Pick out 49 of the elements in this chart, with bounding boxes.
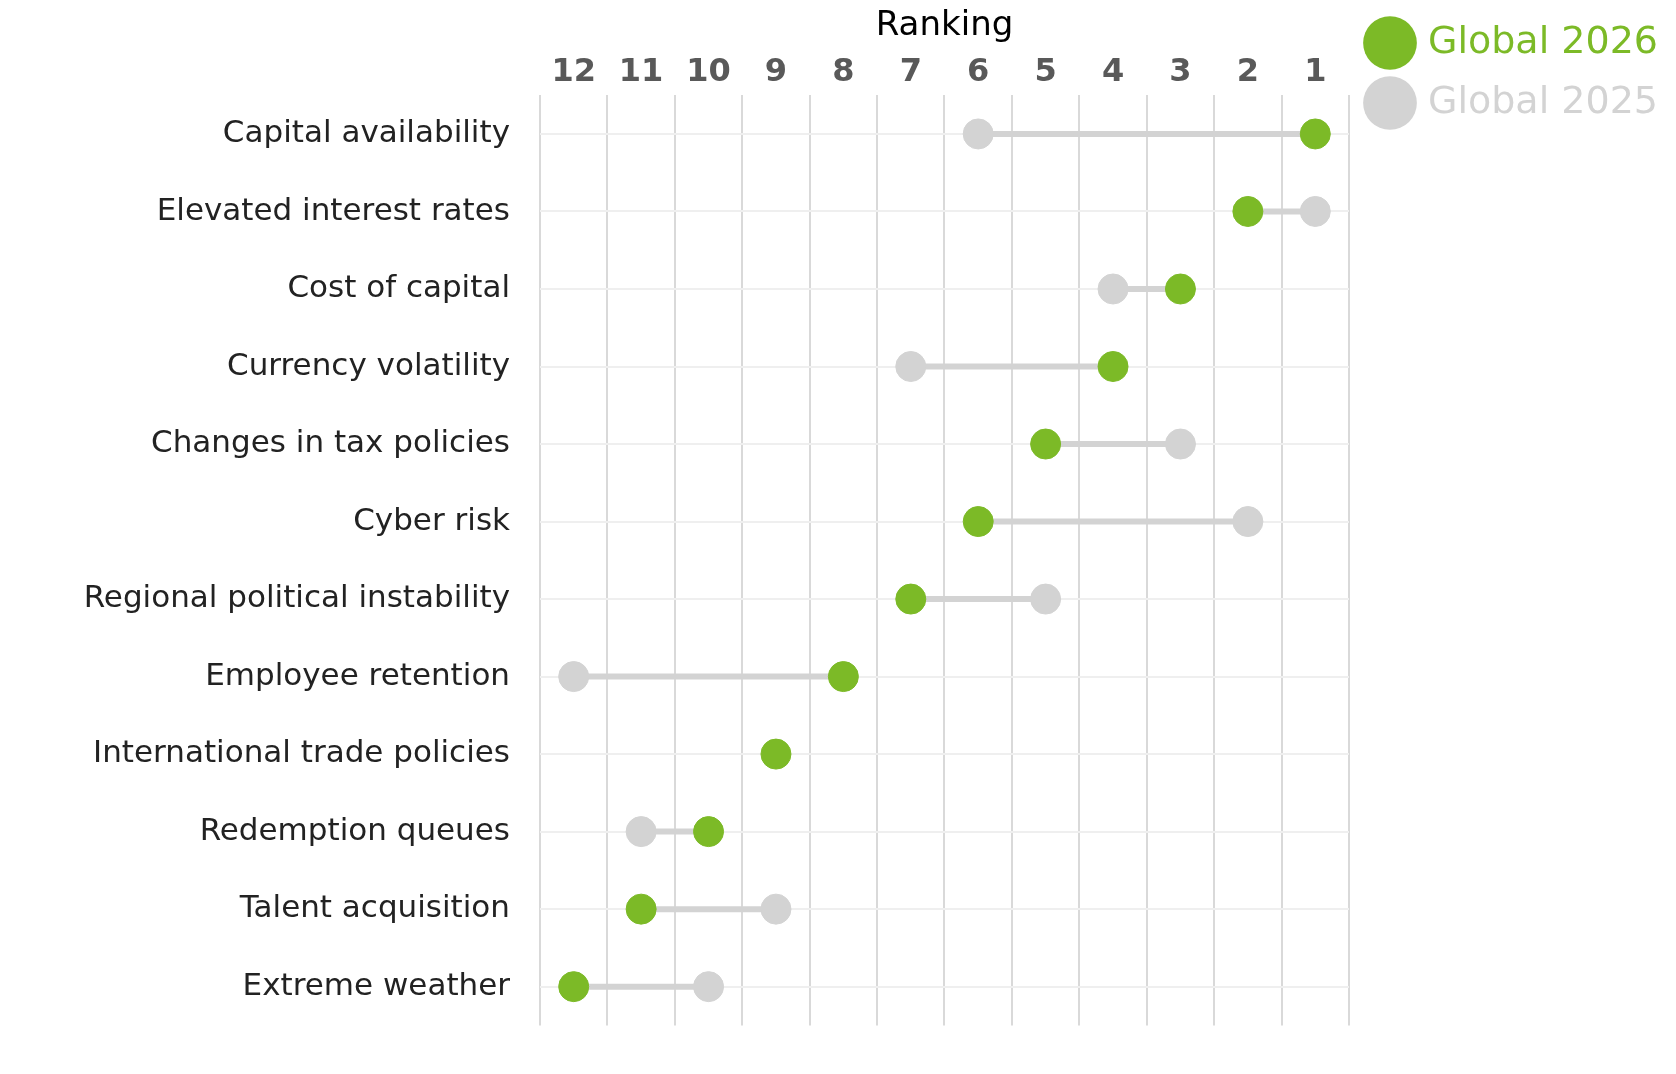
point xyxy=(962,118,994,150)
x-tick-label: 11 xyxy=(618,51,664,90)
point xyxy=(625,893,657,925)
point xyxy=(760,738,792,770)
x-tick-label: 4 xyxy=(1101,51,1125,90)
x-tick-label: 12 xyxy=(551,51,596,90)
x-tick-label: 5 xyxy=(1034,51,1057,90)
point xyxy=(1164,428,1196,460)
y-tick-label: Employee retention xyxy=(205,655,510,692)
point xyxy=(1030,428,1062,460)
point xyxy=(1097,351,1129,383)
y-tick-label: Changes in tax policies xyxy=(151,423,510,460)
y-tick-label: Regional political instability xyxy=(83,578,510,615)
x-tick-label: 3 xyxy=(1169,51,1192,90)
y-tick-label: Cyber risk xyxy=(353,500,511,537)
y-tick-label: Talent acquisition xyxy=(238,888,510,925)
x-tick-label: 7 xyxy=(899,51,922,90)
x-tick-label: 8 xyxy=(832,51,855,90)
point xyxy=(1299,118,1331,150)
x-tick-label: 6 xyxy=(967,51,990,90)
point xyxy=(962,506,994,538)
y-tick-label: Cost of capital xyxy=(287,268,510,305)
y-tick-label: Extreme weather xyxy=(242,965,511,1002)
point xyxy=(1030,583,1062,615)
y-tick-label: Capital availability xyxy=(222,113,510,150)
point xyxy=(895,583,927,615)
x-tick-label: 2 xyxy=(1236,51,1259,90)
point xyxy=(760,893,792,925)
point xyxy=(693,971,725,1003)
point xyxy=(1299,195,1331,227)
point xyxy=(895,351,927,383)
y-tick-label: Currency volatility xyxy=(227,345,510,382)
x-tick-label: 1 xyxy=(1304,51,1327,90)
x-tick-label: 9 xyxy=(764,51,788,90)
point xyxy=(625,816,657,848)
point xyxy=(558,971,590,1003)
point xyxy=(1232,506,1264,538)
point xyxy=(1232,195,1264,227)
x-tick-label: 10 xyxy=(686,51,731,90)
point xyxy=(693,816,725,848)
point xyxy=(1164,273,1196,305)
point xyxy=(1097,273,1129,305)
point xyxy=(827,661,859,693)
legend-label: Global 2026 xyxy=(1428,17,1659,62)
point xyxy=(558,661,590,693)
x-axis-title: Ranking xyxy=(875,3,1014,44)
y-tick-label: Redemption queues xyxy=(199,810,510,847)
y-tick-label: International trade policies xyxy=(93,733,510,770)
y-tick-label: Elevated interest rates xyxy=(156,190,510,227)
